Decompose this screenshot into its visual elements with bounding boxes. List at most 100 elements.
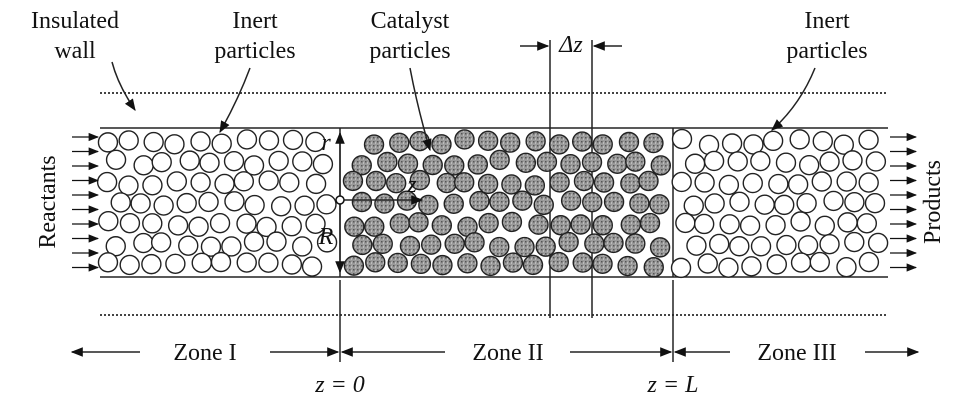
catalyst-particle xyxy=(560,153,581,175)
inert-particle xyxy=(258,252,279,273)
inert-particle xyxy=(742,172,763,194)
pointer xyxy=(409,67,432,152)
inert-particle xyxy=(858,129,879,151)
inert-particle xyxy=(141,253,162,275)
inert-particle xyxy=(281,216,302,237)
catalyst-particle xyxy=(536,151,558,173)
inert-particle xyxy=(718,257,739,278)
inert-particle xyxy=(188,216,209,237)
catalyst-particle xyxy=(649,237,671,258)
inert-particle xyxy=(268,150,289,172)
catalyst-particle xyxy=(650,155,672,176)
inert-particle xyxy=(224,191,245,212)
inert-particle xyxy=(200,236,222,257)
catalyst-particle xyxy=(432,254,453,276)
inert-particle xyxy=(739,215,761,236)
inert-particle xyxy=(765,215,786,236)
inert-particle xyxy=(754,194,775,215)
inert-particle xyxy=(211,133,232,154)
catalyst-particle xyxy=(342,170,364,192)
catalyst-particle xyxy=(343,255,365,276)
catalyst-particle xyxy=(550,215,571,236)
catalyst-particle xyxy=(489,149,510,171)
catalyst-particle xyxy=(592,215,613,236)
catalyst-particle xyxy=(638,170,659,192)
inert-particle xyxy=(233,171,255,192)
catalyst-particle xyxy=(620,173,641,194)
inert-particle xyxy=(97,132,119,153)
radius-label: R xyxy=(318,224,334,250)
inert-particle xyxy=(236,252,257,273)
catalyst-particle xyxy=(489,236,510,258)
inert-particle xyxy=(164,134,185,155)
inert-particle xyxy=(179,150,200,171)
inert-particle xyxy=(301,256,323,277)
catalyst-particle xyxy=(618,131,640,153)
callout-label: particles xyxy=(786,38,867,64)
inert-particle xyxy=(729,191,750,213)
inert-particle xyxy=(198,191,219,213)
catalyst-particle xyxy=(374,193,395,214)
catalyst-particle xyxy=(363,134,385,155)
catalyst-particle xyxy=(467,154,489,175)
catalyst-particle xyxy=(649,194,670,215)
callout-label: Inert xyxy=(804,8,850,34)
inert-particle xyxy=(833,134,854,155)
catalyst-particle xyxy=(443,193,464,215)
inert-particle xyxy=(865,151,887,172)
inert-particle xyxy=(790,252,812,273)
inert-particle xyxy=(270,196,292,217)
inert-particle xyxy=(768,173,789,195)
inert-particle xyxy=(119,254,140,276)
catalyst-particle xyxy=(409,169,431,191)
delta-z-label: Δz xyxy=(558,32,583,58)
inert-particle xyxy=(671,128,693,150)
inert-particle xyxy=(836,257,857,278)
catalyst-particle xyxy=(489,191,510,213)
catalyst-particle xyxy=(592,253,613,275)
inert-particle xyxy=(684,153,706,174)
inert-particle xyxy=(151,151,172,173)
catalyst-particle xyxy=(548,251,569,273)
inert-particle xyxy=(675,212,696,234)
callout-label: Catalyst xyxy=(371,8,450,34)
inert-particle xyxy=(776,234,797,256)
inert-particle xyxy=(133,232,154,254)
inert-particle xyxy=(110,192,131,213)
inert-particle xyxy=(214,173,235,195)
catalyst-particle xyxy=(643,132,664,154)
inert-particle xyxy=(244,194,265,216)
callout-label: wall xyxy=(54,38,96,64)
inert-particle xyxy=(750,236,772,257)
catalyst-particle xyxy=(387,252,408,274)
catalyst-particle xyxy=(365,252,386,273)
flow-arrows xyxy=(72,132,918,272)
inert-particle xyxy=(775,152,797,173)
catalyst-particle xyxy=(499,132,521,153)
z-label: z xyxy=(406,172,417,198)
inert-particle xyxy=(119,212,141,234)
catalyst-particle xyxy=(431,215,453,236)
catalyst-particle xyxy=(399,235,421,257)
inert-particle xyxy=(686,235,707,256)
inert-particle xyxy=(243,155,265,176)
pointer xyxy=(771,67,816,131)
inert-particle xyxy=(709,233,730,255)
catalyst-particle xyxy=(620,214,641,235)
catalyst-particle xyxy=(377,151,398,173)
inert-particle xyxy=(153,195,174,216)
inert-particle xyxy=(316,232,338,253)
inert-particle xyxy=(858,172,879,193)
inert-particle xyxy=(694,172,715,193)
inert-particle xyxy=(143,131,164,153)
catalyst-particle xyxy=(364,216,385,237)
inert-particle xyxy=(305,213,326,235)
inert-particle xyxy=(96,171,118,193)
inert-particle xyxy=(150,232,172,253)
inert-particle xyxy=(221,236,242,257)
inert-particle xyxy=(693,213,715,235)
catalyst-particle xyxy=(582,191,603,213)
callout-label: Insulated xyxy=(31,8,119,34)
inert-particle xyxy=(796,193,817,214)
inert-particle xyxy=(258,170,279,191)
